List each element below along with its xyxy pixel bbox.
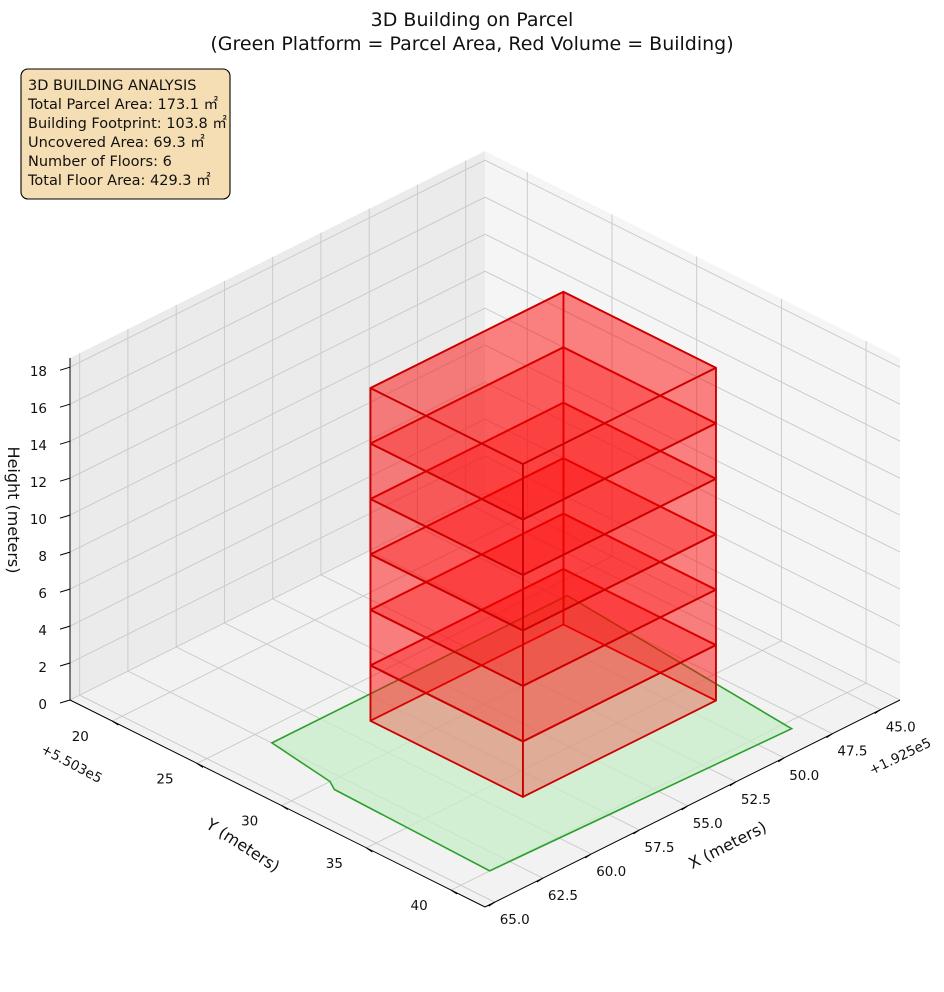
z-axis-label: Height (meters) (4, 447, 23, 574)
info-box: 3D BUILDING ANALYSIS Total Parcel Area: … (20, 68, 231, 200)
x-offset-label: +1.925e5 (867, 735, 934, 779)
x-tick-mark (777, 757, 785, 763)
grid-line-z-left (69, 233, 486, 442)
z-tick-mark (59, 366, 71, 371)
building-floor (369, 290, 717, 521)
grid-line-z-right (484, 196, 901, 405)
grid-line-x-floor (465, 502, 881, 711)
grid-line-z-left (69, 344, 486, 553)
grid-line-z-right (484, 159, 901, 368)
grid-line-z-left (69, 418, 486, 627)
chart-title: 3D Building on Parcel (371, 9, 574, 31)
info-uncovered: Uncovered Area: 69.3 ㎡ (28, 134, 205, 151)
x-tick-label: 52.5 (741, 792, 771, 808)
tick-labels: 45.047.550.052.555.057.560.062.565.02025… (30, 364, 916, 928)
grid-line-z-right (484, 455, 901, 664)
axis-lines (59, 358, 901, 908)
x-tick-label: 57.5 (644, 840, 674, 856)
z-tick-mark (59, 403, 71, 408)
y-tick-mark (112, 720, 119, 726)
left-back-pane (70, 151, 485, 700)
x-tick-mark (536, 877, 544, 883)
building-floor (369, 346, 717, 576)
z-tick-mark (59, 625, 71, 630)
y-tick-label: 35 (326, 856, 343, 872)
x-tick-label: 50.0 (789, 768, 819, 784)
z-tick-label: 12 (30, 475, 47, 491)
z-tick-label: 2 (38, 660, 47, 676)
z-tick-mark (59, 662, 71, 667)
x-tick-label: 45.0 (886, 720, 916, 736)
y-tick-mark (366, 847, 373, 853)
z-tick-mark (59, 699, 71, 704)
chart-subtitle: (Green Platform = Parcel Area, Red Volum… (210, 33, 733, 55)
grid-line-z-left (69, 196, 486, 405)
building-floor (369, 512, 717, 743)
right-back-pane (485, 151, 900, 700)
z-tick-label: 0 (38, 697, 47, 713)
x-tick-mark (874, 709, 881, 715)
x-tick-mark (488, 901, 495, 907)
x-tick-label: 65.0 (500, 912, 530, 928)
z-tick-label: 18 (30, 364, 47, 380)
z-tick-mark (59, 551, 71, 556)
info-floors: Number of Floors: 6 (28, 154, 172, 170)
x-tick-mark (729, 781, 737, 787)
x-tick-mark (826, 733, 833, 739)
parcel-platform (270, 594, 794, 872)
x-tick-label: 62.5 (548, 888, 578, 904)
grid-line-z-right (484, 344, 901, 553)
info-title: 3D BUILDING ANALYSIS (28, 78, 196, 94)
parcel-polygon (270, 594, 794, 872)
y-tick-mark (450, 889, 458, 895)
z-tick-label: 6 (38, 586, 47, 602)
y-tick-mark (196, 762, 204, 768)
building-floor (369, 401, 717, 632)
x-tick-label: 60.0 (596, 864, 626, 880)
z-tick-label: 4 (38, 623, 47, 639)
grid-line-z-right (484, 270, 901, 479)
grid-line-z-left (69, 381, 486, 590)
y-tick-label: 25 (156, 771, 173, 787)
z-tick-label: 16 (30, 401, 47, 417)
z-tick-mark (59, 514, 71, 519)
x-tick-mark (681, 805, 688, 811)
y-offset-label: +5.503e5 (38, 741, 105, 787)
floor-face-top (369, 290, 717, 466)
info-parcel-area: Total Parcel Area: 173.1 ㎡ (27, 96, 219, 113)
z-tick-mark (59, 440, 71, 445)
z-tick-label: 8 (38, 549, 47, 565)
z-tick-mark (59, 588, 71, 593)
x-tick-label: 47.5 (837, 744, 867, 760)
info-floor-area: Total Floor Area: 429.3 ㎡ (27, 172, 211, 189)
y-tick-label: 40 (411, 898, 428, 914)
building-volume (369, 290, 717, 798)
grid-line-x-floor (79, 694, 495, 903)
grid-line-y-floor (196, 555, 613, 764)
z-tick-mark (59, 477, 71, 482)
x-tick-mark (584, 853, 592, 859)
grid-line-z-left (69, 455, 486, 664)
grid-line-z-right (484, 381, 901, 590)
z-tick-label: 14 (30, 438, 47, 454)
y-axis-line (69, 699, 486, 908)
grid-line-z-left (69, 270, 486, 479)
info-footprint: Building Footprint: 103.8 ㎡ (28, 115, 227, 132)
grid-line-y-floor (112, 513, 528, 722)
building-floor (369, 568, 717, 798)
y-tick-mark (281, 805, 288, 811)
x-tick-label: 55.0 (693, 816, 723, 832)
grid-line-z-right (484, 492, 901, 701)
y-tick-label: 20 (72, 729, 89, 745)
y-tick-label: 30 (241, 814, 258, 830)
x-tick-mark (633, 829, 640, 835)
z-tick-label: 10 (30, 512, 47, 528)
building-floor (369, 457, 717, 687)
grid-line-z-right (484, 233, 901, 442)
grid-line-z-left (69, 307, 486, 516)
grid-line-z-left (69, 492, 486, 701)
grid-line-z-left (69, 159, 486, 368)
